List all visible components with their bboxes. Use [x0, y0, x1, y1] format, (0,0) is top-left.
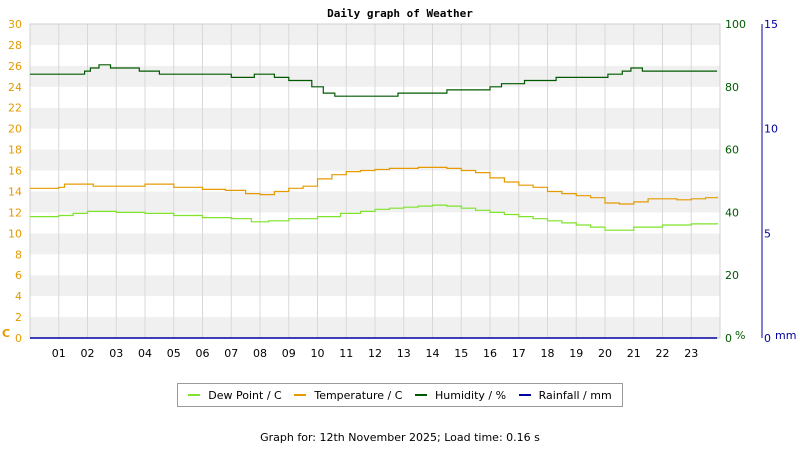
- rainfall-axis-tick-label: 0: [764, 332, 771, 345]
- x-tick-label: 09: [282, 347, 296, 360]
- humidity-axis-tick-label: 60: [725, 144, 739, 157]
- left-axis-unit: C: [2, 327, 10, 340]
- x-tick-label: 12: [368, 347, 382, 360]
- humidity-axis-tick-label: 100: [725, 18, 746, 31]
- legend-swatch-humidity: [415, 394, 428, 396]
- left-axis-tick-label: 10: [8, 227, 22, 240]
- footer: Graph for: 12th November 2025; Load time…: [0, 431, 800, 444]
- series-line-temperature: [30, 166, 718, 205]
- legend-label-humidity: Humidity / %: [435, 388, 507, 402]
- x-tick-label: 14: [426, 347, 440, 360]
- legend-item-temperature: Temperature / C: [294, 389, 402, 402]
- legend-item-humidity: Humidity / %: [415, 389, 506, 402]
- left-axis-tick-label: 16: [8, 165, 22, 178]
- legend-item-dew-point: Dew Point / C: [188, 388, 282, 402]
- legend-swatch-dew-point: [188, 394, 201, 396]
- left-axis-tick-label: 22: [8, 102, 22, 115]
- left-axis-tick-label: 14: [8, 185, 22, 198]
- rainfall-axis-ticks: 0 5 10 15: [764, 18, 778, 345]
- x-tick-label: 11: [339, 347, 353, 360]
- humidity-axis-tick-label: 20: [725, 269, 739, 282]
- left-axis-tick-label: 12: [8, 206, 22, 219]
- chart-title: Daily graph of Weather: [327, 7, 473, 20]
- legend: Dew Point / C Temperature / C Humidity /…: [177, 383, 623, 407]
- x-tick-label: 19: [569, 347, 583, 360]
- left-axis-tick-label: 28: [8, 39, 22, 52]
- rainfall-axis-tick-label: 5: [764, 227, 771, 240]
- series-line-humidity: [30, 64, 718, 97]
- x-tick-label: 13: [397, 347, 411, 360]
- humidity-axis-tick-label: 0: [725, 332, 732, 345]
- footer-load-time: 0.16 s: [506, 431, 540, 444]
- legend-label-dew-point: Dew Point / C: [208, 388, 282, 402]
- legend-swatch-temperature: [294, 394, 307, 396]
- left-axis-tick-label: 2: [15, 311, 22, 324]
- left-axis-tick-label: 18: [8, 144, 22, 157]
- series-line-dew-point: [30, 204, 718, 231]
- left-axis-tick-label: 8: [15, 248, 22, 261]
- left-axis-tick-label: 4: [15, 290, 22, 303]
- x-tick-label: 18: [541, 347, 555, 360]
- x-tick-label: 05: [167, 347, 181, 360]
- x-tick-label: 10: [311, 347, 325, 360]
- footer-separator: ;: [437, 431, 445, 444]
- footer-date-label: Graph for:: [260, 431, 316, 444]
- humidity-axis-ticks: 0 20 40 60 80 100: [725, 18, 746, 345]
- x-tick-label: 21: [627, 347, 641, 360]
- x-tick-label: 01: [52, 347, 66, 360]
- left-axis-tick-label: 0: [15, 332, 22, 345]
- vertical-gridlines: [58, 24, 692, 338]
- x-tick-label: 16: [483, 347, 497, 360]
- x-tick-label: 04: [138, 347, 152, 360]
- x-tick-label: 02: [81, 347, 95, 360]
- rainfall-axis-tick-label: 10: [764, 123, 778, 136]
- x-tick-label: 17: [512, 347, 526, 360]
- x-tick-label: 20: [598, 347, 612, 360]
- x-tick-label: 23: [684, 347, 698, 360]
- x-tick-label: 08: [253, 347, 267, 360]
- humidity-axis-tick-label: 40: [725, 206, 739, 219]
- left-axis-tick-label: 24: [8, 81, 22, 94]
- humidity-axis-tick-label: 80: [725, 81, 739, 94]
- x-tick-label: 06: [196, 347, 210, 360]
- x-tick-label: 07: [224, 347, 238, 360]
- legend-item-rainfall: Rainfall / mm: [518, 388, 612, 402]
- legend-label-rainfall: Rainfall / mm: [538, 388, 612, 402]
- legend-swatch-rainfall: [518, 394, 531, 396]
- left-axis-tick-label: 6: [15, 269, 22, 282]
- series-lines: [30, 64, 718, 339]
- legend-label-temperature: Temperature / C: [314, 388, 403, 402]
- left-axis-tick-label: 20: [8, 123, 22, 136]
- rainfall-axis-tick-label: 15: [764, 18, 778, 31]
- footer-date: 12th November 2025: [319, 431, 438, 444]
- left-axis-tick-label: 26: [8, 60, 22, 73]
- left-axis-tick-label: 30: [8, 18, 22, 31]
- humidity-axis-unit: %: [735, 329, 745, 342]
- x-tick-label: 15: [454, 347, 468, 360]
- x-axis-ticks: 01 02 03 04 05 06 07 08 09 10 11 12 13 14 15 16 17 18 19 20…: [52, 347, 699, 360]
- footer-load-label: Load time:: [444, 431, 503, 444]
- x-tick-label: 03: [109, 347, 123, 360]
- rainfall-axis-unit: mm: [775, 329, 796, 342]
- x-tick-label: 22: [656, 347, 670, 360]
